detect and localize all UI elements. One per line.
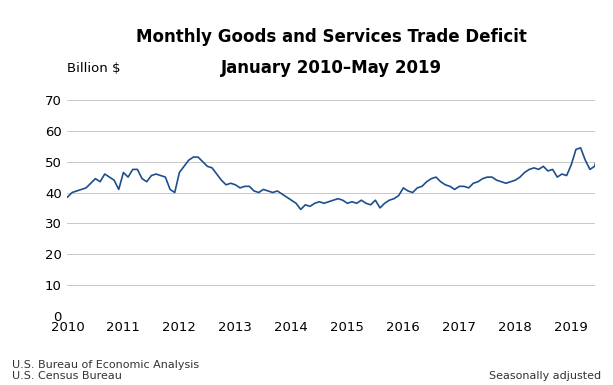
Text: Billion $: Billion $ xyxy=(67,62,121,75)
Text: Monthly Goods and Services Trade Deficit: Monthly Goods and Services Trade Deficit xyxy=(135,28,527,46)
Text: Seasonally adjusted: Seasonally adjusted xyxy=(489,371,601,381)
Text: U.S. Bureau of Economic Analysis
U.S. Census Bureau: U.S. Bureau of Economic Analysis U.S. Ce… xyxy=(12,360,199,381)
Text: January 2010–May 2019: January 2010–May 2019 xyxy=(221,59,441,77)
